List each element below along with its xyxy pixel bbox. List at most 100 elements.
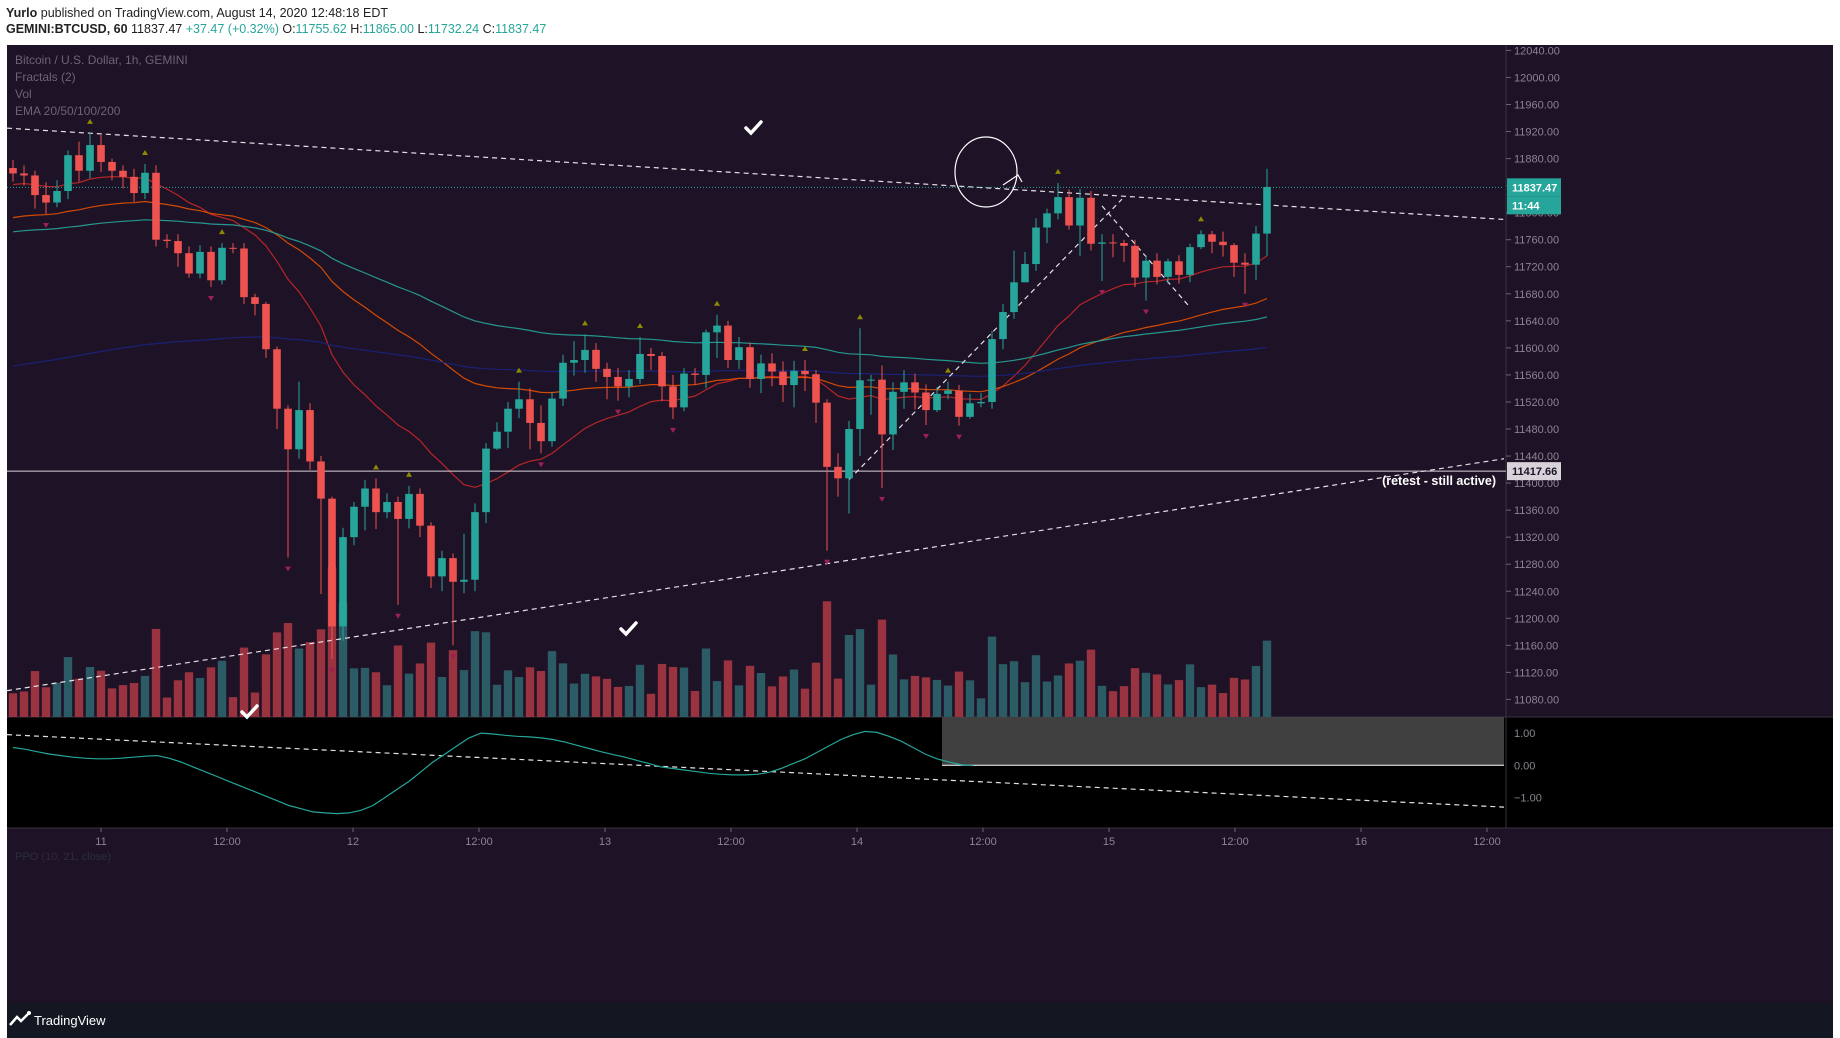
candle-body <box>339 537 347 627</box>
candle-body <box>251 297 259 304</box>
candle-body <box>570 360 578 363</box>
oscillator-tick-label: 1.00 <box>1514 728 1535 740</box>
volume-bar <box>404 673 414 717</box>
volume-bar <box>910 675 920 717</box>
volume-bar <box>668 666 678 717</box>
time-tick-label: 12:00 <box>1221 836 1249 848</box>
volume-bar <box>41 687 51 717</box>
volume-bar <box>1240 679 1250 717</box>
candle-body <box>64 155 72 192</box>
oscillator-label[interactable]: PPO (10, 21, close) <box>15 851 111 863</box>
chart-svg[interactable]: 12040.00 12000.00 11960.00 11920.00 11880.00… <box>7 45 1833 1003</box>
fractal-down-marker <box>285 566 291 572</box>
chart-legend: Bitcoin / U.S. Dollar, 1h, GEMINI Fracta… <box>15 52 188 120</box>
candle-body <box>449 558 457 582</box>
volume-bar <box>591 676 601 717</box>
chart-area[interactable]: 12040.00 12000.00 11960.00 11920.00 11880.00… <box>7 45 1833 1003</box>
candle-body <box>955 390 963 417</box>
candle-body <box>438 558 446 577</box>
countdown-tag: 11:44 <box>1512 200 1540 212</box>
fractal-up-marker <box>142 149 148 155</box>
candle-body <box>273 349 281 409</box>
volume-bar <box>679 667 689 717</box>
time-tick-label: 13 <box>599 836 611 848</box>
price-tick-label: 12000.00 <box>1514 72 1560 84</box>
volume-bar <box>1009 661 1019 717</box>
candle-body <box>1054 197 1062 214</box>
footer-brand[interactable]: TradingView <box>34 1013 106 1028</box>
fractal-down-marker <box>395 613 401 619</box>
fractal-up-marker <box>373 464 379 470</box>
fractal-up-marker <box>802 346 808 352</box>
volume-bar <box>162 697 172 717</box>
last-price-tag-bg <box>1507 178 1561 197</box>
candle-body <box>174 241 182 254</box>
oscillator-trendline <box>7 734 1505 808</box>
candle-body <box>823 402 831 467</box>
candle-body <box>845 429 853 479</box>
volume-bar <box>140 675 150 717</box>
fractal-down-marker <box>43 223 49 229</box>
candle-body <box>713 325 721 333</box>
volume-bar <box>107 688 117 717</box>
candle-body <box>460 579 468 582</box>
volume-bar <box>734 685 744 717</box>
candle-body <box>1032 227 1040 265</box>
volume-bar <box>173 680 183 717</box>
author-name[interactable]: Yurlo <box>6 6 38 20</box>
price-tick-label: 11440.00 <box>1514 451 1559 463</box>
tradingview-logo-icon[interactable] <box>9 1010 31 1028</box>
fractal-up-marker <box>87 118 93 124</box>
candle-body <box>636 353 644 379</box>
ppo-line <box>12 730 974 815</box>
volume-bar <box>459 670 469 717</box>
candle-body <box>1087 197 1095 244</box>
time-tick-label: 12 <box>347 836 359 848</box>
legend-title[interactable]: Bitcoin / U.S. Dollar, 1h, GEMINI <box>15 53 188 67</box>
fractal-up-marker <box>945 367 951 373</box>
checkmark-icon <box>619 621 638 637</box>
volume-bar <box>921 677 931 717</box>
volume-bar <box>360 667 370 717</box>
volume-bar <box>129 683 139 717</box>
candle-body <box>625 378 633 387</box>
candle-body <box>141 172 149 194</box>
candle-body <box>504 408 512 432</box>
volume-bar <box>888 654 898 717</box>
volume-bar <box>701 648 711 717</box>
candle-body <box>218 247 226 281</box>
candle-body <box>493 431 501 449</box>
volume-bar <box>239 647 249 717</box>
fractal-up-marker <box>637 323 643 329</box>
volume-bar <box>1218 693 1228 717</box>
volume-bar <box>547 651 557 717</box>
volume-bar <box>1064 663 1074 717</box>
candle-body <box>152 172 160 240</box>
ema-20-line <box>12 176 1268 488</box>
candle-body <box>669 386 677 408</box>
candle-body <box>53 191 61 203</box>
price-tick-label: 11720.00 <box>1514 262 1559 274</box>
volume-bar <box>415 663 425 717</box>
volume-bar <box>1152 674 1162 717</box>
candle-body <box>240 248 248 298</box>
price-tick-label: 11080.00 <box>1514 694 1559 706</box>
fractal-up-marker <box>857 314 863 320</box>
price-tick-label: 11880.00 <box>1514 154 1559 166</box>
volume-bar <box>558 663 568 717</box>
volume-bar <box>1262 640 1272 717</box>
high-label: H: <box>350 22 363 36</box>
publish-header: Yurlo published on TradingView.com, Augu… <box>0 0 1840 41</box>
legend-ema[interactable]: EMA 20/50/100/200 <box>15 104 121 118</box>
volume-bar <box>580 673 590 717</box>
legend-fractals[interactable]: Fractals (2) <box>15 70 76 84</box>
candle-body <box>999 312 1007 340</box>
legend-vol[interactable]: Vol <box>15 87 32 101</box>
volume-bar <box>932 679 942 717</box>
volume-bar <box>569 683 579 717</box>
volume-bar <box>1097 685 1107 717</box>
volume-bar <box>1174 680 1184 717</box>
candle-body <box>31 175 39 196</box>
fractal-down-marker <box>879 496 885 502</box>
open-label: O: <box>282 22 296 36</box>
